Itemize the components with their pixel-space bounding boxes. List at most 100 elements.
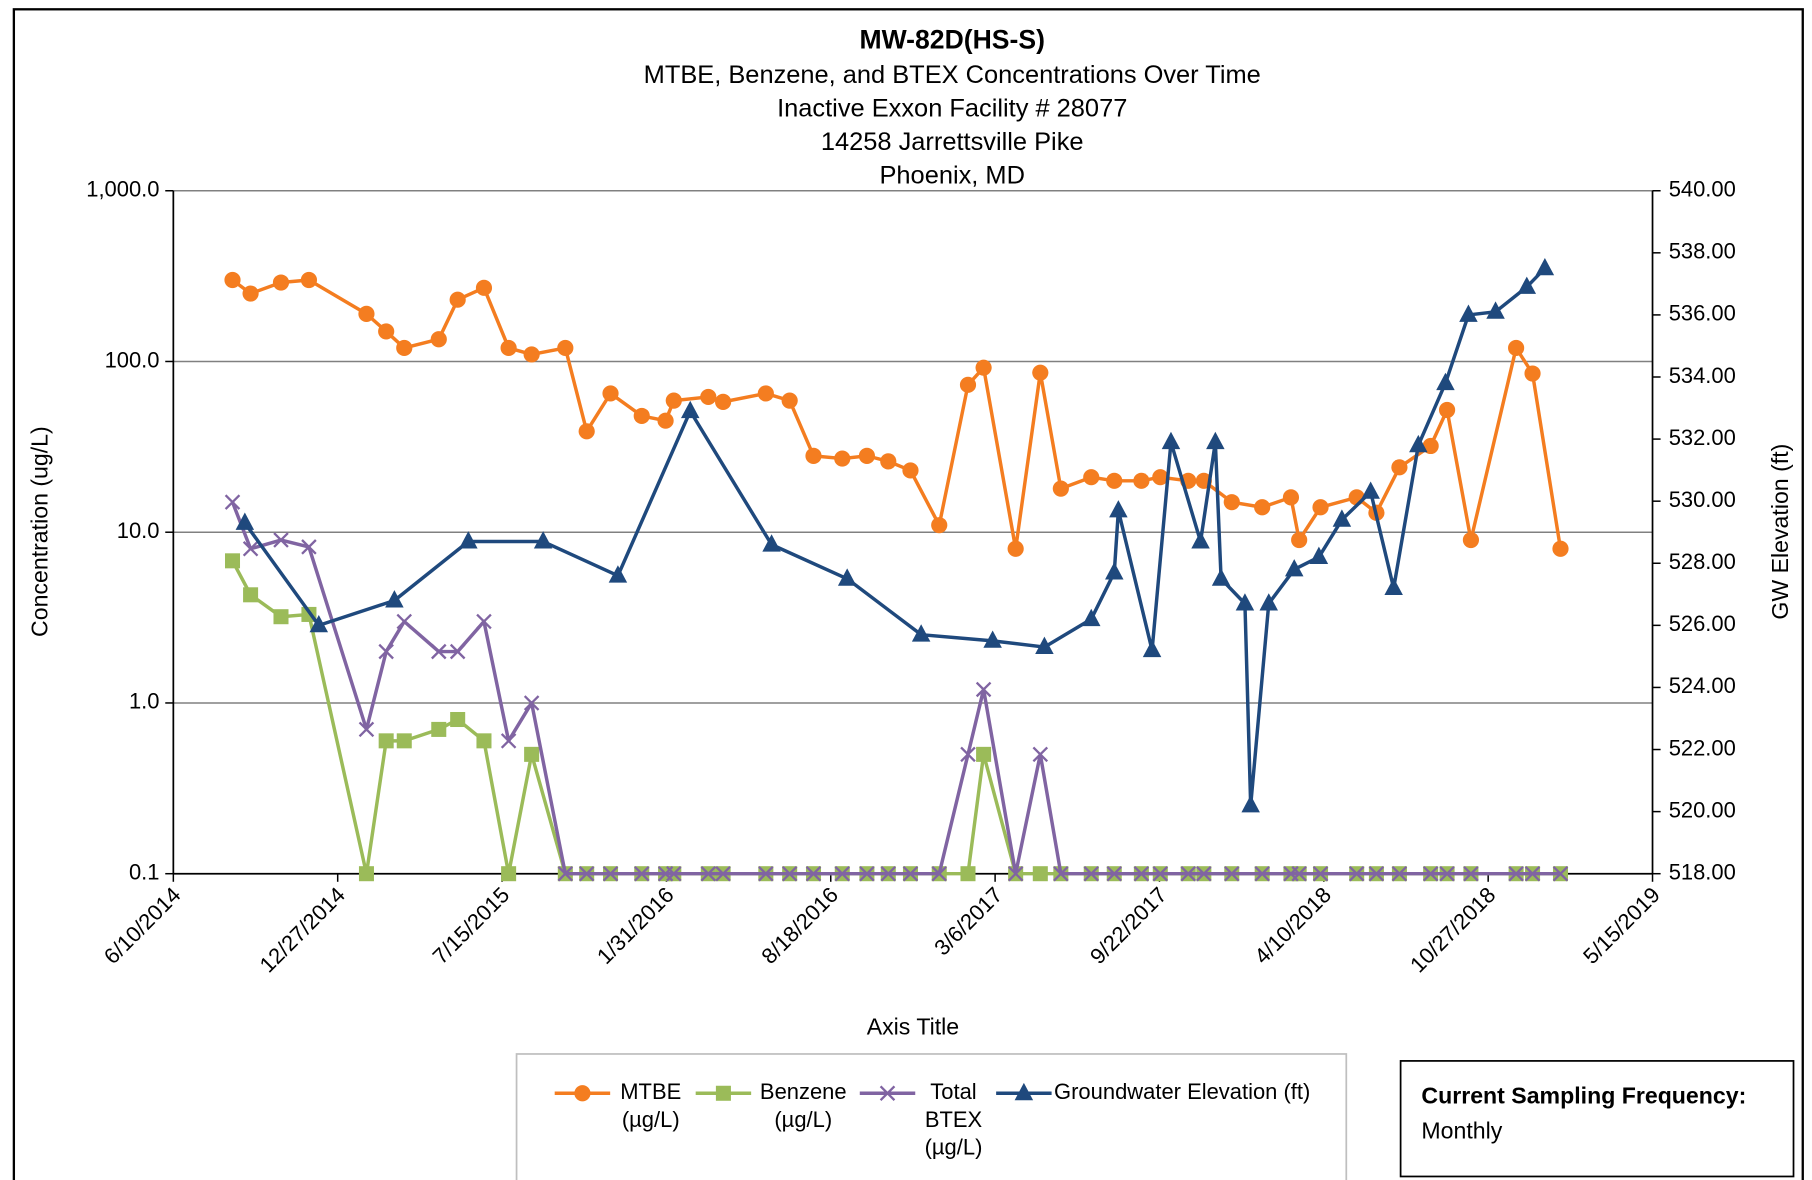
data-point (834, 865, 851, 882)
data-point (578, 865, 595, 882)
data-point (931, 865, 947, 882)
data-point (715, 865, 731, 882)
data-point (450, 711, 466, 728)
data-point (272, 274, 290, 291)
note-frame (1399, 1060, 1795, 1178)
data-point (300, 271, 318, 289)
data-point (459, 531, 478, 549)
data-point (431, 721, 447, 737)
data-point (396, 613, 413, 630)
data-point (1083, 865, 1100, 882)
data-point (273, 609, 289, 625)
data-point (1259, 593, 1279, 611)
data-point (1106, 472, 1123, 489)
data-point (1254, 865, 1270, 882)
data-point (1235, 593, 1255, 611)
data-point (396, 339, 413, 357)
legend-swatch (996, 1082, 1052, 1101)
chart-subtitle: MTBE, Benzene, and BTEX Concentrations O… (644, 61, 1261, 89)
data-point (762, 534, 781, 552)
data-point (500, 339, 517, 357)
data-point (1439, 865, 1455, 882)
chart-subtitle: Inactive Exxon Facility # 28077 (777, 95, 1127, 123)
data-point (385, 590, 404, 608)
y2-tick-label: 530.00 (1669, 487, 1736, 512)
legend-item: Total BTEX (µg/L) (858, 1079, 990, 1162)
data-point (1284, 559, 1304, 577)
data-point (1332, 509, 1352, 527)
y-tick-label: 1.0 (129, 689, 160, 714)
data-point (449, 643, 466, 660)
data-point (633, 865, 650, 882)
data-point (911, 624, 931, 642)
data-point (1053, 865, 1069, 882)
data-point (1463, 865, 1479, 882)
data-point (715, 393, 732, 410)
data-point (235, 512, 255, 530)
legend-label: Groundwater Elevation (ft) (1054, 1080, 1311, 1105)
data-point (1106, 865, 1123, 882)
data-point (524, 746, 540, 762)
data-point (1391, 865, 1408, 882)
y-tick-label: 0.1 (129, 859, 160, 884)
data-point (975, 359, 992, 376)
y2-axis-title: GW Elevation (ft) (1767, 444, 1793, 620)
y-axis-title: Concentration (ug/L) (27, 426, 53, 637)
data-point (1462, 531, 1480, 549)
data-point (500, 733, 517, 749)
series-line (243, 267, 1547, 808)
data-point (1309, 546, 1329, 564)
data-point (960, 746, 976, 763)
data-point (608, 565, 628, 583)
legend-swatch (695, 1085, 752, 1101)
data-point (430, 331, 447, 348)
data-point (781, 865, 798, 882)
data-point (224, 271, 241, 289)
data-point (1180, 865, 1196, 882)
data-point (1152, 469, 1169, 486)
legend-frame (515, 1053, 1348, 1180)
legend-item: Benzene (µg/L) (693, 1079, 852, 1134)
data-point (1032, 364, 1049, 381)
y2-tick-label: 538.00 (1669, 239, 1736, 264)
legend-swatch (554, 1085, 611, 1102)
data-point (358, 305, 375, 322)
data-point (1524, 365, 1541, 382)
data-point (1436, 372, 1455, 391)
data-point (523, 346, 540, 363)
legend-swatch (859, 1085, 916, 1102)
note: Current Sampling Frequency: Monthly (1421, 1084, 1746, 1145)
data-point (1422, 437, 1439, 455)
data-point (1312, 499, 1329, 516)
data-point (931, 517, 948, 534)
data-point (976, 746, 992, 762)
y2-tick-label: 534.00 (1669, 363, 1736, 388)
data-point (1032, 866, 1048, 882)
data-point (1508, 339, 1525, 357)
data-point (1191, 531, 1210, 549)
data-point (358, 866, 374, 882)
data-point (557, 339, 574, 357)
data-point (578, 423, 595, 440)
data-point (700, 865, 717, 882)
note-text: Monthly (1421, 1118, 1503, 1145)
data-point (1109, 500, 1128, 518)
data-point (1282, 489, 1300, 506)
data-point (960, 866, 976, 882)
y2-tick-label: 540.00 (1669, 177, 1736, 202)
data-point (902, 462, 919, 479)
data-point (242, 541, 259, 557)
y2-tick-label: 518.00 (1669, 859, 1736, 884)
legend-marker (574, 1085, 591, 1102)
legend-label: Benzene (µg/L) (759, 1080, 847, 1133)
y2-tick-label: 524.00 (1669, 673, 1736, 698)
x-axis-title: Axis Title (867, 1014, 959, 1040)
data-point (1486, 301, 1505, 319)
data-point (1206, 431, 1225, 450)
data-point (837, 568, 857, 586)
data-point (1291, 865, 1307, 882)
data-point (1291, 531, 1308, 549)
data-point (243, 587, 259, 603)
legend: MTBE (µg/L) Benzene (µg/L) Total BTEX (µg/… (554, 1079, 1311, 1162)
